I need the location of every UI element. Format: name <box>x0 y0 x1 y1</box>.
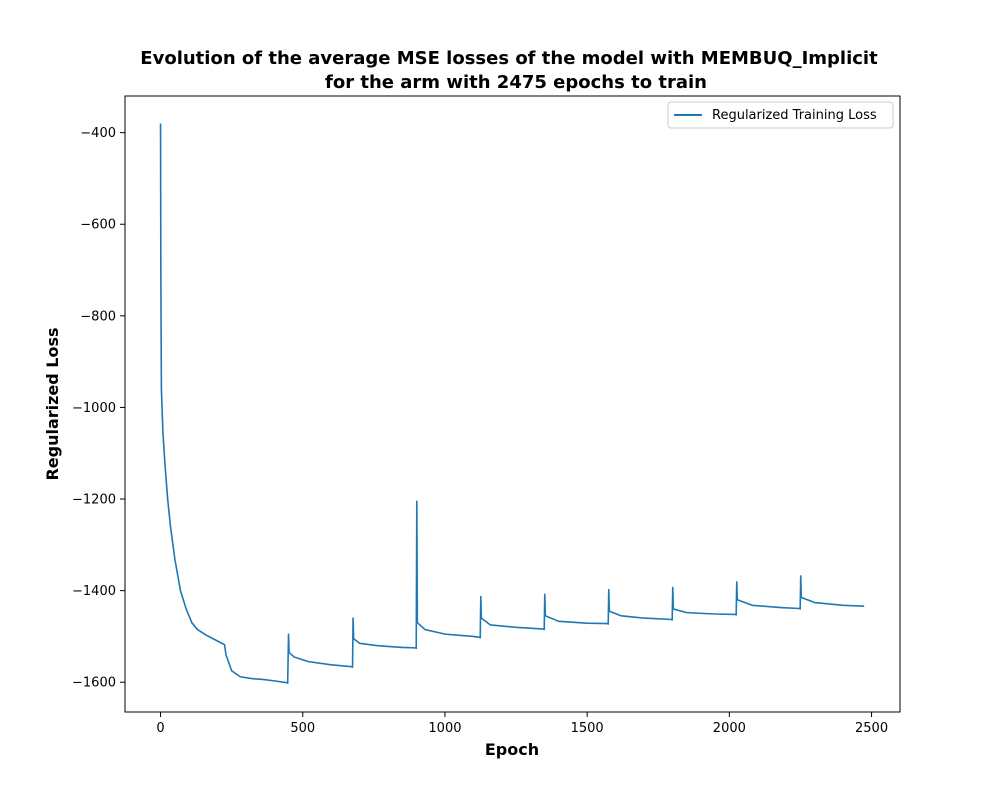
y-tick-label: −1000 <box>72 401 116 416</box>
y-tick-label: −1200 <box>72 493 116 508</box>
x-tick-label: 0 <box>156 721 164 736</box>
x-tick-label: 2000 <box>713 721 746 736</box>
y-tick-label: −1600 <box>72 676 116 691</box>
x-tick-label: 2500 <box>855 721 888 736</box>
x-tick-label: 500 <box>290 721 315 736</box>
x-axis-label: Epoch <box>485 740 539 759</box>
y-tick-label: −800 <box>80 309 116 324</box>
legend-box <box>667 101 894 129</box>
y-axis-label: Regularized Loss <box>43 327 62 480</box>
axes-frame <box>124 95 901 713</box>
y-tick-label: −400 <box>80 126 116 141</box>
x-axis-ticks: 0 500 1000 1500 2000 2500 <box>156 712 888 736</box>
y-tick-label: −600 <box>80 218 116 233</box>
legend: Regularized Training Loss <box>667 101 894 129</box>
chart-title: Evolution of the average MSE losses of t… <box>140 48 878 69</box>
plot-area <box>159 123 865 684</box>
y-axis-ticks: −1600 −1400 −1200 −1000 −800 −600 −400 <box>72 126 125 691</box>
chart-subtitle: for the arm with 2475 epochs to train <box>325 72 707 93</box>
legend-label: Regularized Training Loss <box>712 108 877 123</box>
series-line-0 <box>159 123 865 684</box>
x-tick-label: 1500 <box>571 721 604 736</box>
x-tick-label: 1000 <box>428 721 461 736</box>
y-tick-label: −1400 <box>72 584 116 599</box>
